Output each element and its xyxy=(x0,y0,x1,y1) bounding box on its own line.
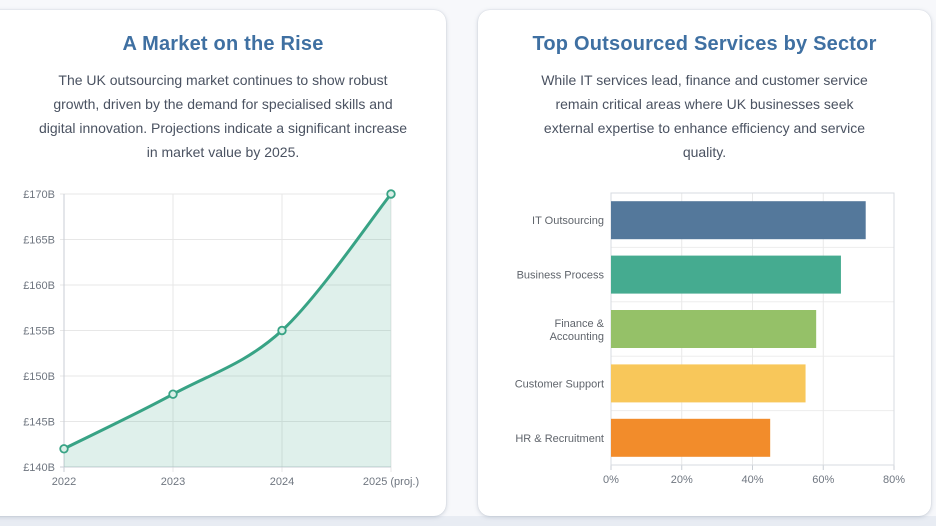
x-tick-label: 2023 xyxy=(161,476,185,488)
y-tick-label: £165B xyxy=(23,235,55,247)
y-tick-label: £145B xyxy=(23,417,55,429)
market-growth-area-chart: £140B £145B £150B £155B £160B £165B £170B 2022 2… xyxy=(0,175,430,495)
y-tick-label: £160B xyxy=(23,280,55,292)
bar xyxy=(611,255,841,294)
data-point xyxy=(277,325,287,336)
bar xyxy=(611,310,817,348)
data-point xyxy=(386,189,396,199)
x-tick-label: 0% xyxy=(603,474,619,486)
y-tick-label: £140B xyxy=(23,462,55,474)
bar xyxy=(611,201,866,240)
x-tick-label: 2025 (proj.) xyxy=(363,476,419,488)
line-chart-svg: £140B £145B £150B £155B £160B £165B £170B 2022 2… xyxy=(23,189,419,488)
outsourced-services-card: Top Outsourced Services by Sector While … xyxy=(478,10,931,516)
x-tick-label: 60% xyxy=(812,474,834,486)
trend-line xyxy=(62,192,393,451)
page-bottom-strip xyxy=(0,516,936,526)
y-tick-label: £170B xyxy=(23,189,55,201)
bar xyxy=(611,418,771,457)
x-tick-label: 2024 xyxy=(270,476,294,488)
category-label: Business Process xyxy=(517,270,605,282)
category-label: Customer Support xyxy=(515,378,604,390)
category-label: HR & Recruitment xyxy=(515,433,604,445)
services-bar-chart: 0% 20% 40% 60% 80% IT Outsourcing Business Pro… xyxy=(488,175,921,495)
x-tick-label: 20% xyxy=(671,474,693,486)
right-card-title: Top Outsourced Services by Sector xyxy=(532,33,877,55)
x-tick-label: 40% xyxy=(741,474,763,486)
market-rise-card: A Market on the Rise The UK outsourcing … xyxy=(0,10,446,516)
x-tick-label: 80% xyxy=(883,474,905,486)
y-tick-label: £150B xyxy=(23,371,55,383)
data-point xyxy=(59,444,69,454)
category-label: IT Outsourcing xyxy=(532,215,604,227)
category-label: Accounting xyxy=(550,331,604,343)
bar-chart-svg: 0% 20% 40% 60% 80% IT Outsourcing Business Pro… xyxy=(515,192,905,486)
data-point xyxy=(168,389,178,399)
left-card-title: A Market on the Rise xyxy=(122,33,324,55)
area-fill xyxy=(64,194,391,467)
x-tick-label: 2022 xyxy=(52,476,76,488)
category-label: Finance & xyxy=(554,318,604,330)
y-tick-label: £155B xyxy=(23,326,55,338)
right-card-description: While IT services lead, finance and cust… xyxy=(541,72,868,160)
bar xyxy=(611,364,806,403)
left-card-description: The UK outsourcing market continues to s… xyxy=(38,72,408,160)
